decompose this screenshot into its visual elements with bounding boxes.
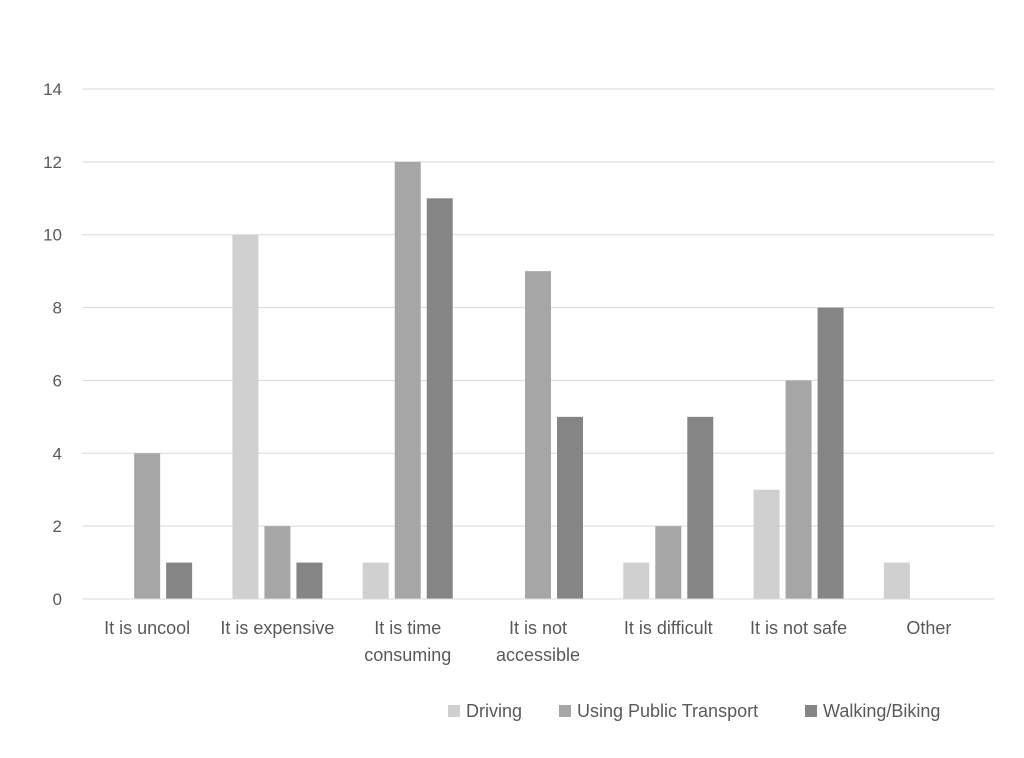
bars: [134, 161, 910, 600]
y-tick-label: 2: [53, 517, 62, 536]
x-axis-labels: It is uncool It is expensive It is time con…: [104, 618, 951, 665]
bar-driving: [232, 234, 259, 599]
legend-swatch: [805, 705, 817, 717]
bar-using-public-transport: [264, 526, 291, 599]
x-tick-label: It is difficult: [624, 618, 713, 638]
bar-walking-biking: [296, 562, 323, 599]
x-tick-label: It is expensive: [220, 618, 334, 638]
x-tick-label: Other: [906, 618, 951, 638]
x-tick-label: It is not: [509, 618, 567, 638]
bar-using-public-transport: [394, 161, 421, 599]
bar-walking-biking: [426, 198, 453, 600]
legend-swatch: [448, 705, 460, 717]
y-tick-label: 12: [43, 153, 62, 172]
y-tick-label: 14: [43, 80, 62, 99]
legend-label: Driving: [466, 701, 522, 721]
bar-using-public-transport: [785, 380, 812, 599]
bar-driving: [623, 562, 650, 599]
y-tick-label: 8: [53, 299, 62, 318]
x-tick-label: It is time: [374, 618, 441, 638]
y-tick-label: 0: [53, 590, 62, 609]
bar-driving: [883, 562, 910, 599]
legend: Driving Using Public Transport Walking/Bik…: [448, 701, 940, 721]
legend-label: Walking/Biking: [823, 701, 940, 721]
legend-swatch: [559, 705, 571, 717]
x-tick-label: It is not safe: [750, 618, 847, 638]
y-tick-label: 4: [53, 444, 62, 463]
y-tick-label: 6: [53, 371, 62, 390]
bar-driving: [362, 562, 389, 599]
y-tick-label: 10: [43, 226, 62, 245]
bar-using-public-transport: [525, 271, 551, 599]
bar-walking-biking: [687, 416, 714, 599]
x-tick-label: consuming: [364, 645, 451, 665]
x-tick-label: accessible: [496, 645, 580, 665]
bar-using-public-transport: [134, 453, 161, 599]
y-axis-ticks: 0 2 4 6 8 10 12 14: [43, 80, 62, 609]
bar-walking-biking: [166, 562, 193, 599]
bar-using-public-transport: [655, 526, 682, 599]
bar-walking-biking: [817, 307, 844, 599]
legend-label: Using Public Transport: [577, 701, 758, 721]
bar-walking-biking: [557, 416, 583, 599]
x-tick-label: It is uncool: [104, 618, 190, 638]
bar-driving: [753, 489, 780, 599]
